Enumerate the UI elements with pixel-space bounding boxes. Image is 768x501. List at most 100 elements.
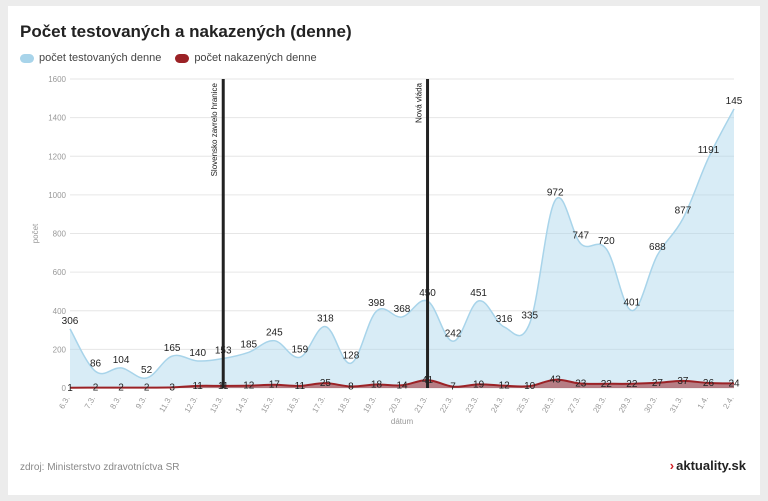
data-label: 242 <box>445 328 462 339</box>
brand-name: aktuality.sk <box>676 458 746 473</box>
x-tick-label: 19.3. <box>362 395 379 415</box>
y-tick-label: 400 <box>53 307 67 316</box>
series-line-0 <box>69 108 735 379</box>
y-tick-label: 0 <box>62 384 67 393</box>
x-tick-label: 7.3. <box>83 395 97 411</box>
x-axis-label: dátum <box>391 417 414 426</box>
legend-label-tested: počet testovaných denne <box>39 52 162 64</box>
source-note: zdroj: Ministerstvo zdravotníctva SR <box>20 462 180 473</box>
data-label: 12 <box>243 381 255 392</box>
data-label: 972 <box>547 187 564 198</box>
data-label: 104 <box>113 355 130 366</box>
x-tick-label: 13.3. <box>208 395 225 415</box>
data-label: 11 <box>218 381 229 392</box>
y-tick-label: 1200 <box>48 152 66 161</box>
x-tick-label: 17.3. <box>310 395 327 415</box>
data-label: 401 <box>624 298 641 309</box>
x-tick-label: 12.3. <box>183 395 200 415</box>
data-label: 2 <box>144 383 150 394</box>
chart-svg: 0 200 400 600 800 1000 1200 1400 1600 počet dátum 6… <box>31 75 743 426</box>
brand-logo: › aktuality.sk <box>670 458 746 473</box>
x-tick-label: 2.4. <box>721 395 735 411</box>
chart-title: Počet testovaných a nakazených (denne) <box>20 22 352 41</box>
data-label: 720 <box>598 236 615 247</box>
data-label: 451 <box>470 288 487 299</box>
x-tick-label: 25.3. <box>515 395 532 415</box>
x-tick-label: 6.3. <box>57 395 71 411</box>
data-label: 25 <box>320 378 332 389</box>
x-tick-label: 23.3. <box>464 395 481 415</box>
legend: počet testovaných denne počet nakazených… <box>20 52 317 64</box>
brand-arrow-icon: › <box>669 458 675 473</box>
legend-item-tested[interactable]: počet testovaných denne <box>20 52 161 64</box>
x-tick-label: 31.3. <box>668 395 685 415</box>
data-label: 11 <box>295 381 306 392</box>
data-label: 52 <box>141 365 153 376</box>
data-label: 17 <box>269 380 281 391</box>
data-label: 877 <box>675 206 692 217</box>
y-tick-label: 600 <box>53 268 67 277</box>
data-label: 19 <box>473 379 485 390</box>
data-label: 185 <box>240 339 257 350</box>
y-tick-label: 1000 <box>48 191 66 200</box>
data-label: 128 <box>343 350 360 361</box>
data-label: 43 <box>550 375 562 386</box>
y-tick-label: 1600 <box>48 75 66 84</box>
data-label: 1 <box>67 383 73 394</box>
y-axis-label: počet <box>31 223 40 243</box>
data-label: 3 <box>169 382 175 393</box>
legend-label-infected: počet nakazených denne <box>194 52 317 64</box>
y-tick-label: 1400 <box>48 114 66 123</box>
y-tick-label: 800 <box>53 230 67 239</box>
data-label: 86 <box>90 358 102 369</box>
x-tick-label: 22.3. <box>438 395 455 415</box>
data-label: 306 <box>62 316 79 327</box>
data-label: 316 <box>496 314 513 325</box>
data-label: 10 <box>524 381 536 392</box>
x-tick-label: 27.3. <box>566 395 583 415</box>
x-tick-label: 14.3. <box>234 395 251 415</box>
annotation-label: Nová vláda <box>415 82 424 123</box>
data-label: 12 <box>499 381 511 392</box>
data-label: 165 <box>164 343 181 354</box>
data-label: 140 <box>189 348 206 359</box>
x-tick-label: 21.3. <box>413 395 430 415</box>
data-label: 23 <box>575 379 587 390</box>
data-label: 24 <box>728 378 740 389</box>
data-label: 2 <box>118 383 124 394</box>
x-tick-label: 9.3. <box>134 395 148 411</box>
data-label: 318 <box>317 314 334 325</box>
x-tick-label: 18.3. <box>336 395 353 415</box>
data-label: 2 <box>93 383 99 394</box>
x-tick-label: 24.3. <box>489 394 506 414</box>
data-label: 41 <box>422 375 434 386</box>
data-label: 11 <box>192 381 203 392</box>
data-label: 450 <box>419 288 436 299</box>
data-label: 747 <box>572 231 589 242</box>
data-label: 26 <box>703 378 715 389</box>
legend-item-infected[interactable]: počet nakazených denne <box>175 52 317 64</box>
data-label: 398 <box>368 298 385 309</box>
data-label: 8 <box>348 381 354 392</box>
data-label: 14 <box>396 380 408 391</box>
data-label: 1191 <box>698 145 720 156</box>
data-label: 22 <box>626 379 638 390</box>
data-label: 245 <box>266 328 283 339</box>
data-label: 153 <box>215 345 232 356</box>
x-tick-label: 20.3. <box>387 395 404 415</box>
chart-card: Počet testovaných a nakazených (denne) p… <box>8 6 760 495</box>
data-label: 7 <box>450 382 456 393</box>
data-label: 145 <box>726 96 743 107</box>
annotation-label: Slovensko zavrelo hranice <box>210 82 219 176</box>
legend-swatch-infected <box>175 53 190 63</box>
series-line-1 <box>69 378 735 389</box>
x-tick-label: 30.3. <box>642 395 659 415</box>
x-tick-label: 11.3. <box>157 395 173 414</box>
data-label: 27 <box>652 378 664 389</box>
y-tick-label: 200 <box>53 345 67 354</box>
data-label: 159 <box>292 344 309 355</box>
data-label: 22 <box>601 379 613 390</box>
data-label: 368 <box>394 304 411 315</box>
x-tick-label: 15.3. <box>259 395 276 415</box>
data-label: 688 <box>649 242 666 253</box>
